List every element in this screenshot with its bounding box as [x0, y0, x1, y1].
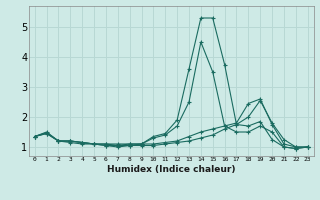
X-axis label: Humidex (Indice chaleur): Humidex (Indice chaleur)	[107, 165, 236, 174]
